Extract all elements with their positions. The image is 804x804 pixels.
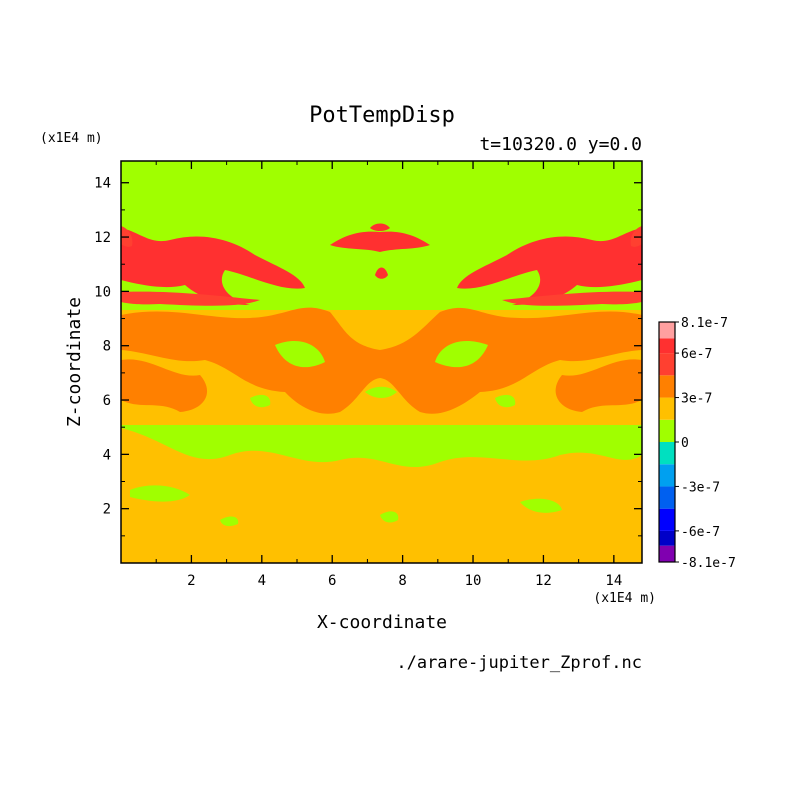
colorbar-segment [659,464,675,487]
central-orange [121,307,642,414]
y-tick-label: 2 [103,502,111,518]
x-axis-ticks: 2 4 6 8 10 12 14 [155,161,622,589]
x-tick-label: 2 [187,573,195,589]
colorbar-tick-label: 0 [681,436,689,451]
colorbar-segment [659,486,675,509]
side-orange-left [121,359,208,412]
colorbar-tick-label: 8.1e-7 [681,316,728,331]
red-arm-left [121,228,305,305]
red-band-left [121,291,260,306]
x-tick-label: 14 [605,573,622,589]
plot-frame [120,160,643,564]
colorbar-segment [659,338,675,354]
colorbar-segment [659,419,675,442]
y-unit-label: (x1E4 m) [40,131,103,146]
colorbar-segment [659,322,675,339]
lower-stripe [121,428,642,498]
x-tick-label: 4 [258,573,266,589]
colorbar-tick-label: -6e-7 [681,525,720,540]
colorbar-tick-label: 3e-7 [681,392,712,407]
red-arm-right [457,228,642,305]
y-tick-label: 8 [103,339,111,355]
red-center-mark [375,267,388,279]
x-axis-label: X-coordinate [317,612,447,633]
red-center-top [330,223,430,252]
colorbar-tick-label: -8.1e-7 [681,556,736,571]
colorbar: 8.1e-7 6e-7 3e-7 0 -3e-7 -6e-7 -8.1e-7 [658,316,736,571]
chart-subtitle: t=10320.0 y=0.0 [479,134,642,155]
source-file-label: ./arare-jupiter_Zprof.nc [396,653,642,673]
y-axis-label: Z-coordinate [64,297,85,427]
x-unit-label: (x1E4 m) [593,591,656,606]
colorbar-tick-label: -3e-7 [681,480,720,495]
y-tick-label: 4 [103,447,111,463]
x-tick-label: 10 [465,573,482,589]
side-orange-right [555,359,642,412]
y-tick-label: 10 [94,284,111,300]
x-tick-label: 12 [535,573,552,589]
green-holes-center [250,341,516,408]
x-tick-label: 6 [328,573,336,589]
colorbar-segment [659,530,675,546]
colorbar-tick-label: 6e-7 [681,347,712,362]
colorbar-segment [659,545,675,562]
colorbar-segment [659,397,675,420]
y-axis-ticks: 2 4 6 8 10 12 14 [94,176,642,537]
y-tick-label: 6 [103,393,111,409]
red-band-right [502,291,642,306]
colorbar-segment [659,375,675,398]
colorbar-segment [659,508,675,531]
green-patches-lower [130,485,562,527]
heatmap-field [121,161,642,563]
x-tick-label: 8 [398,573,406,589]
y-tick-label: 12 [94,230,111,246]
chart-title: PotTempDisp [309,103,455,128]
colorbar-segment [659,442,675,465]
colorbar-segment [659,353,675,376]
y-tick-label: 14 [94,176,111,192]
